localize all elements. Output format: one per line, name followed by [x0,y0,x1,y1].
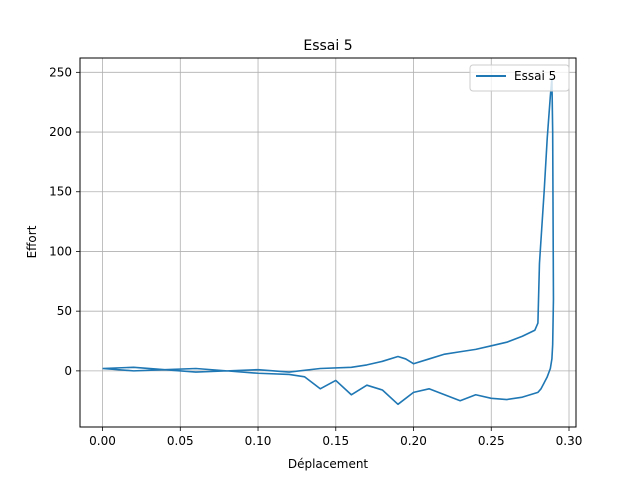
y-tick-label: 100 [49,244,72,258]
x-tick-label: 0.10 [245,434,272,448]
series-line-essai-5 [102,77,555,406]
y-tick-label: 250 [49,65,72,79]
x-tick-label: 0.20 [400,434,427,448]
x-tick-label: 0.30 [556,434,583,448]
y-tick-label: 50 [57,304,72,318]
legend: Essai 5 [469,64,570,92]
x-tick-label: 0.25 [478,434,505,448]
y-tick-label: 150 [49,185,72,199]
y-tick-label: 200 [49,125,72,139]
grid-lines [80,58,576,427]
x-tick-label: 0.00 [89,434,116,448]
y-axis-label: Effort [25,225,39,258]
x-tick-label: 0.15 [322,434,349,448]
y-axis: 0 50 100 150 200 250 [49,65,80,378]
chart-title: Essai 5 [303,38,352,54]
plot-frame [79,57,577,428]
x-axis-label: Déplacement [288,457,369,471]
x-axis: 0.00 0.05 0.10 0.15 0.20 0.25 0.30 [89,427,582,448]
legend-box [469,64,570,92]
legend-label-essai-5: Essai 5 [514,69,556,83]
y-tick-label: 0 [64,364,72,378]
series-layer [102,77,555,406]
x-tick-label: 0.05 [167,434,194,448]
